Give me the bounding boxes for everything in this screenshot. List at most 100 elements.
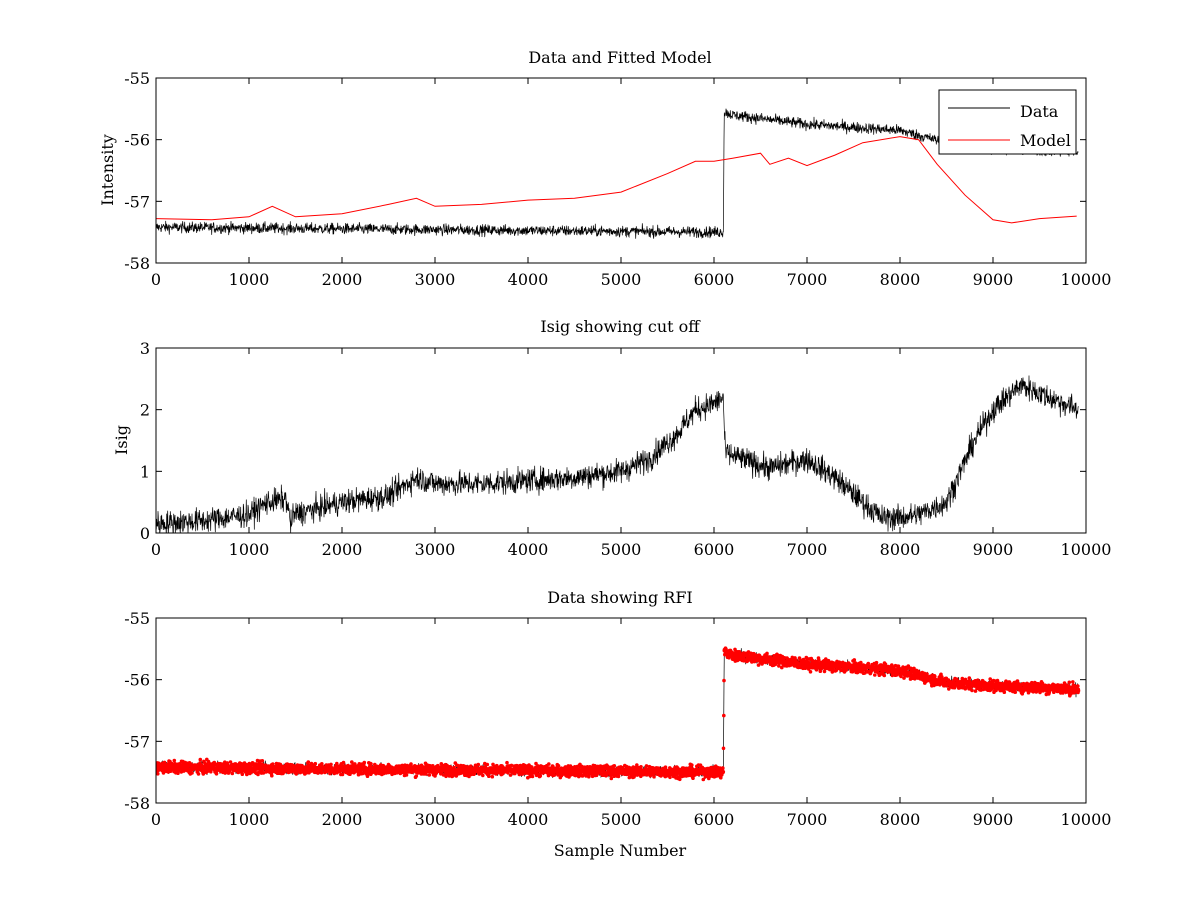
x-tick-label: 2000: [322, 810, 363, 829]
x-tick-label: 6000: [694, 270, 735, 289]
data-point: [644, 764, 649, 768]
data-point: [933, 674, 937, 679]
data-point: [552, 773, 557, 777]
data-point: [852, 658, 857, 662]
data-point: [209, 769, 213, 774]
data-point: [161, 771, 166, 775]
data-point: [340, 772, 345, 777]
x-tick-label: 5000: [601, 270, 642, 289]
data-point: [756, 663, 761, 667]
data-point: [556, 764, 561, 768]
x-tick-label: 3000: [415, 810, 456, 829]
x-tick-label: 2000: [322, 270, 363, 289]
data-point: [593, 764, 597, 768]
data-point: [346, 763, 350, 768]
y-tick-label: -57: [124, 192, 150, 211]
y-tick-label: -55: [124, 69, 150, 88]
data-point: [737, 650, 742, 654]
data-point: [822, 669, 827, 674]
x-tick-label: 7000: [787, 270, 828, 289]
x-tick-label: 3000: [415, 540, 456, 559]
data-point: [988, 677, 992, 681]
data-point: [350, 760, 354, 764]
data-point: [690, 763, 694, 767]
data-point: [313, 761, 318, 766]
legend-box: [938, 89, 1077, 155]
y-axis-label: Isig: [112, 425, 131, 455]
data-point: [817, 658, 821, 662]
data-point: [1067, 680, 1072, 685]
subplot-title: Isig showing cut off: [540, 317, 701, 336]
data-point: [508, 773, 513, 777]
x-tick-label: 9000: [973, 270, 1014, 289]
data-point: [260, 759, 265, 763]
y-tick-label: 1: [140, 462, 150, 481]
data-point: [616, 774, 621, 779]
x-tick-label: 0: [151, 540, 161, 559]
data-point: [306, 760, 311, 764]
series-line-model: [156, 136, 1077, 224]
data-point: [874, 660, 879, 665]
x-tick-label: 5000: [601, 810, 642, 829]
data-point: [467, 774, 471, 779]
data-point: [808, 670, 813, 674]
x-tick-label: 4000: [508, 540, 549, 559]
data-point: [298, 770, 303, 775]
x-tick-label: 7000: [787, 810, 828, 829]
data-point: [448, 765, 453, 769]
legend-entry-data: Data: [1020, 102, 1059, 121]
data-point: [1076, 684, 1080, 688]
series-line-data: [156, 108, 1079, 239]
data-point: [902, 676, 906, 680]
data-point: [890, 673, 895, 678]
data-point: [214, 772, 219, 776]
x-tick-label: 6000: [694, 540, 735, 559]
x-tick-label: 4000: [508, 270, 549, 289]
data-point: [609, 776, 614, 781]
data-point: [963, 687, 968, 691]
data-point: [487, 774, 491, 778]
x-tick-label: 4000: [508, 810, 549, 829]
data-point: [319, 771, 324, 775]
data-point: [722, 678, 726, 683]
y-tick-label: -57: [124, 732, 150, 751]
x-tick-label: 10000: [1061, 810, 1112, 829]
x-tick-label: 8000: [880, 270, 921, 289]
data-point: [721, 746, 726, 751]
y-tick-label: 0: [140, 524, 150, 543]
data-point: [612, 764, 617, 768]
data-point: [859, 660, 863, 665]
data-point: [952, 685, 957, 690]
y-tick-label: -58: [124, 254, 150, 273]
data-point: [1002, 690, 1007, 694]
y-tick-label: -58: [124, 794, 150, 813]
x-tick-label: 8000: [880, 810, 921, 829]
data-point: [701, 777, 706, 782]
data-point: [973, 689, 978, 693]
data-point: [156, 772, 160, 776]
data-point: [873, 673, 877, 677]
data-point: [208, 762, 213, 766]
data-point: [369, 762, 373, 766]
series-line-isig: [156, 375, 1079, 533]
y-tick-label: -55: [124, 609, 150, 628]
data-point: [668, 775, 672, 780]
data-point: [228, 760, 233, 764]
data-point: [230, 771, 235, 776]
y-tick-label: -56: [124, 131, 150, 150]
data-point: [580, 764, 584, 769]
data-point: [1030, 680, 1034, 685]
data-point: [271, 762, 275, 766]
data-point: [481, 773, 485, 778]
data-point: [365, 774, 370, 778]
data-point: [719, 775, 723, 780]
data-point: [530, 774, 535, 779]
x-tick-label: 8000: [880, 540, 921, 559]
x-tick-label: 10000: [1061, 540, 1112, 559]
data-point: [172, 758, 177, 763]
data-point: [663, 765, 668, 769]
data-point: [967, 676, 972, 680]
data-point: [270, 773, 274, 778]
y-tick-label: -56: [124, 671, 150, 690]
